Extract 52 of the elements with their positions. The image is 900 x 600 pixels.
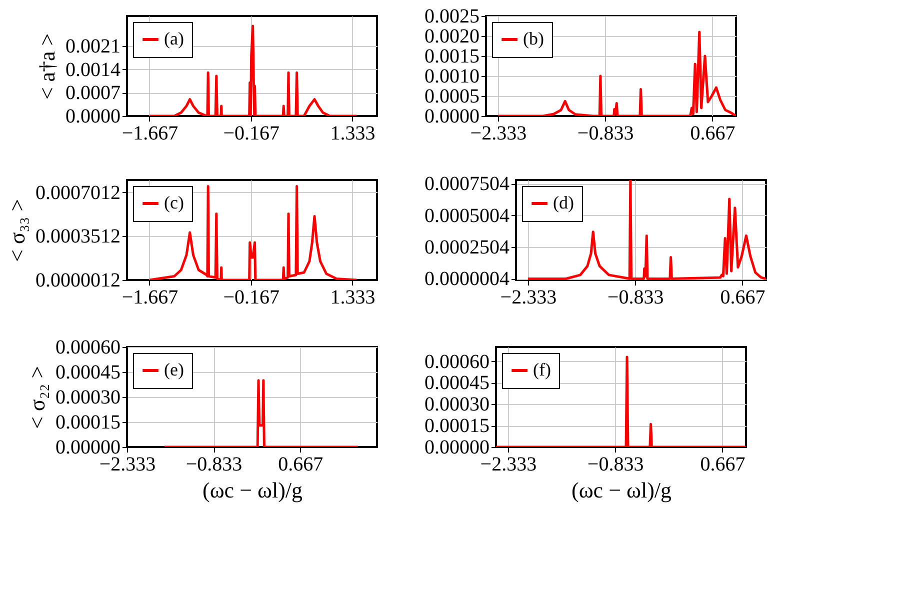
y-tick-label: 0.00015 xyxy=(56,412,120,434)
y-tick-label: 0.0007 xyxy=(66,82,120,104)
x-tick-label: 1.333 xyxy=(330,286,376,308)
x-tick-label: 0.667 xyxy=(720,286,766,308)
y-tick-label: 0.0007504 xyxy=(424,173,510,196)
y-tick-label: 0.0014 xyxy=(66,58,120,81)
legend-label: (c) xyxy=(164,192,184,212)
legend-label: (a) xyxy=(164,28,184,48)
y-tick-label: 0.0015 xyxy=(424,46,480,68)
y-tick-label: 0.0007012 xyxy=(36,182,120,204)
y-tick-label: 0.0005004 xyxy=(424,204,510,227)
y-tick-label: 0.0010 xyxy=(424,66,480,88)
y-tick-label: 0.00030 xyxy=(424,394,490,416)
line-series xyxy=(496,30,736,116)
x-tick-label: −0.833 xyxy=(186,454,242,476)
legend-label: (b) xyxy=(523,28,544,48)
line-series xyxy=(526,180,766,280)
legend-label: (f) xyxy=(533,360,551,380)
y-tick-label: 0.0025 xyxy=(424,6,480,28)
x-tick-label: 0.667 xyxy=(700,454,746,476)
y-tick-label: 0.0000012 xyxy=(36,269,120,292)
line-series xyxy=(148,24,358,116)
y-tick-label: 0.00045 xyxy=(56,362,120,384)
x-tick-label: −0.833 xyxy=(607,286,664,308)
y-tick-label: 0.0021 xyxy=(66,36,120,58)
x-tick-label: −0.833 xyxy=(587,454,644,476)
x-tick-label: −0.833 xyxy=(577,122,634,144)
legend-label: (d) xyxy=(553,192,574,212)
x-tick-label: 1.333 xyxy=(330,122,376,144)
line-series xyxy=(148,185,358,280)
y-tick-label: 0.0020 xyxy=(424,26,480,48)
y-tick-label: 0.00045 xyxy=(424,372,490,394)
x-tick-label: 0.667 xyxy=(278,454,324,476)
x-axis-title: (ωc − ωl)/g xyxy=(571,478,672,502)
x-tick-label: 0.667 xyxy=(690,122,736,144)
y-axis-title: < σ₃₃ > xyxy=(4,198,30,262)
legend-label: (e) xyxy=(164,360,184,380)
y-axis-title: < a†a > xyxy=(34,33,60,100)
y-tick-label: 0.0002504 xyxy=(424,236,510,259)
y-axis-title: < σ₂₂ > xyxy=(24,366,50,430)
x-axis-title: (ωc − ωl)/g xyxy=(202,478,303,502)
y-tick-label: 0.00060 xyxy=(424,350,490,373)
y-tick-label: 0.0005 xyxy=(424,86,480,108)
x-tick-label: −0.167 xyxy=(223,122,280,144)
x-tick-label: −0.167 xyxy=(223,286,280,308)
y-tick-label: 0.0003512 xyxy=(36,226,120,248)
x-tick-label: −1.667 xyxy=(122,286,178,308)
y-tick-label: 0.00060 xyxy=(56,336,120,358)
x-tick-label: −1.667 xyxy=(122,122,178,144)
y-tick-label: 0.00015 xyxy=(424,415,490,438)
y-tick-label: 0.0000 xyxy=(66,106,120,128)
y-tick-label: 0.00030 xyxy=(56,386,120,408)
